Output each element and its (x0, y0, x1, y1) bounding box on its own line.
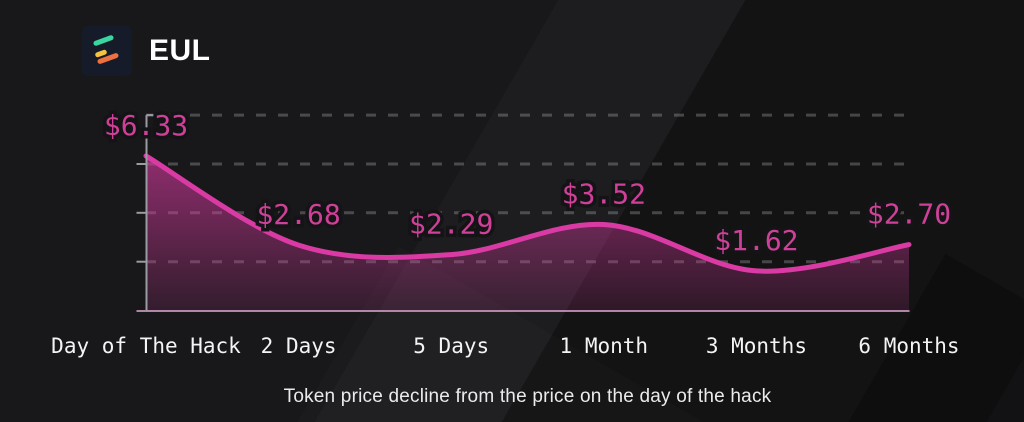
euler-token-logo (82, 26, 132, 76)
price-line (143, 153, 912, 274)
price-label: $1.62 (714, 224, 798, 257)
price-area (146, 155, 909, 311)
x-axis-label: 1 Month (560, 334, 649, 358)
price-label: $2.70 (867, 198, 951, 231)
x-axis-label: Day of The Hack (51, 334, 241, 358)
x-axis-label: 3 Months (706, 334, 807, 358)
price-label: $2.29 (409, 208, 493, 241)
price-label: $3.52 (562, 178, 646, 211)
price-label: $6.33 (104, 109, 188, 142)
x-axis-label: 6 Months (858, 334, 959, 358)
header: EUL (82, 26, 211, 76)
chart-caption: Token price decline from the price on th… (283, 386, 772, 407)
x-axis-label: 5 Days (413, 334, 489, 358)
token-symbol: EUL (149, 34, 211, 67)
price-label: $2.68 (256, 198, 340, 231)
x-axis-label: 2 Days (261, 334, 337, 358)
